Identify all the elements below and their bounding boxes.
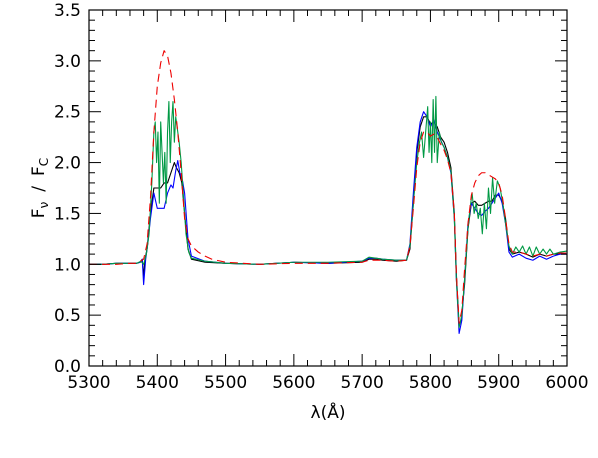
- series-lines: [89, 50, 568, 334]
- x-tick-label: 6000: [545, 373, 588, 393]
- x-axis-label: λ(Å): [311, 401, 346, 423]
- x-tick-label: 5600: [272, 373, 315, 393]
- x-tick-label: 5900: [477, 373, 520, 393]
- y-label-denominator-sub: C: [37, 158, 51, 166]
- y-tick-label: 3.5: [54, 1, 81, 21]
- y-label-numerator-sub: ν: [37, 201, 51, 208]
- series-line-4: [89, 50, 567, 324]
- y-tick-labels: 0.0 0.5 1.0 1.5 2.0 2.5 3.0 3.5: [54, 1, 81, 377]
- y-tick-label: 1.0: [54, 255, 81, 275]
- axis-ticks: [88, 9, 568, 367]
- x-tick-labels: 5300 5400 5500 5600 5700 5800 5900 6000: [67, 373, 588, 393]
- x-tick-label: 5400: [136, 373, 179, 393]
- series-line-2: [89, 111, 567, 334]
- y-label-numerator: F: [29, 208, 49, 218]
- y-tick-label: 2.0: [54, 154, 81, 174]
- y-label-separator: /: [29, 186, 49, 192]
- y-axis-label: Fν/FC: [29, 158, 51, 218]
- x-tick-label: 5700: [341, 373, 384, 393]
- svg-text:Fν/FC: Fν/FC: [29, 158, 51, 218]
- y-tick-label: 0.0: [54, 357, 81, 377]
- plot-frame: [88, 9, 568, 367]
- y-tick-label: 3.0: [54, 52, 81, 72]
- x-tick-label: 5300: [67, 373, 110, 393]
- y-tick-label: 2.5: [54, 103, 81, 123]
- series-line-3: [89, 95, 568, 328]
- x-tick-label: 5500: [204, 373, 247, 393]
- y-tick-label: 0.5: [54, 306, 81, 326]
- x-tick-label: 5800: [409, 373, 452, 393]
- y-tick-label: 1.5: [54, 204, 81, 224]
- y-label-denominator: F: [29, 166, 49, 176]
